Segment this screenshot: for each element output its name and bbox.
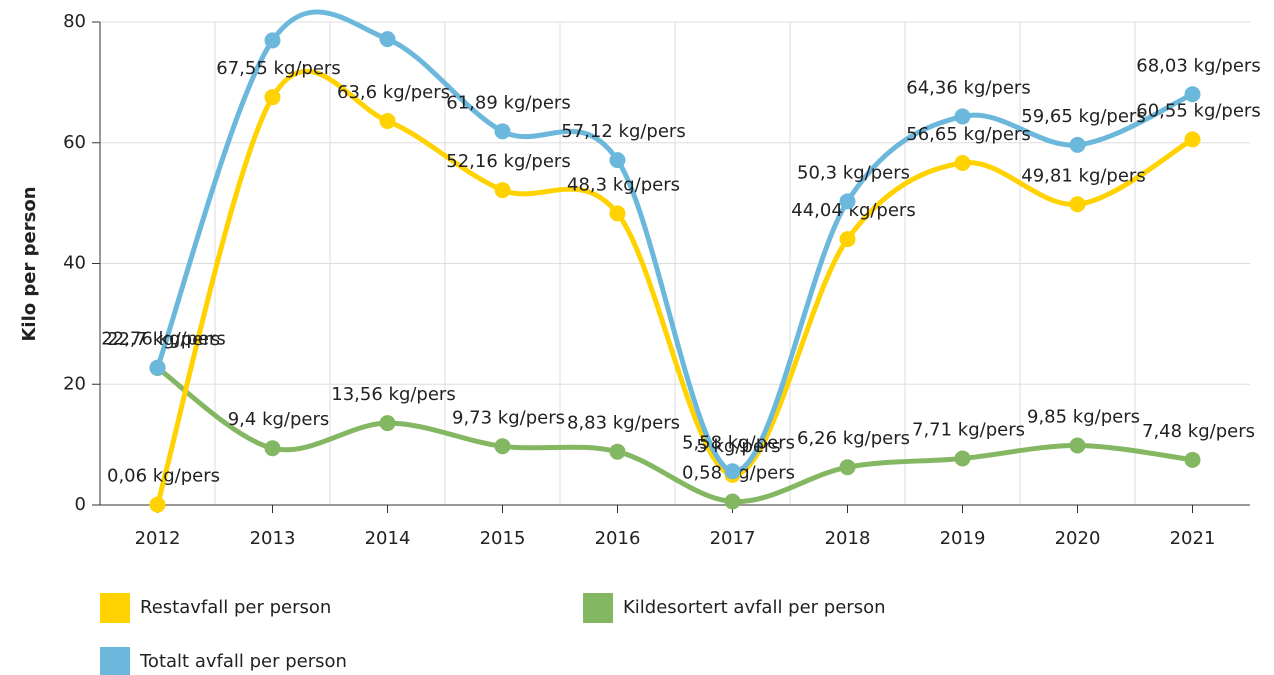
x-tick-label: 2012 [135, 528, 181, 549]
data-label: 61,89 kg/pers [446, 92, 570, 113]
legend-label: Restavfall per person [140, 597, 331, 618]
data-label: 7,48 kg/pers [1142, 421, 1255, 442]
legend-swatch [100, 593, 130, 623]
data-label: 5 kg/pers [696, 436, 780, 457]
data-label: 6,26 kg/pers [797, 428, 910, 449]
data-label: 7,71 kg/pers [912, 419, 1025, 440]
legend-label: Kildesortert avfall per person [623, 597, 886, 618]
data-label: 68,03 kg/pers [1136, 55, 1260, 76]
data-point [1184, 451, 1201, 468]
series-line [155, 68, 1194, 506]
y-axis-label: Kilo per person [19, 186, 40, 341]
data-point [149, 496, 166, 513]
data-point [839, 193, 856, 210]
legend-label: Totalt avfall per person [139, 651, 347, 672]
data-label: 59,65 kg/pers [1021, 106, 1145, 127]
data-point [1184, 86, 1201, 103]
data-label: 64,36 kg/pers [906, 77, 1030, 98]
legend-swatch [100, 647, 130, 675]
data-point [494, 182, 511, 199]
data-point [954, 450, 971, 467]
data-point [379, 415, 396, 432]
data-point [379, 31, 396, 48]
x-tick-label: 2013 [250, 528, 296, 549]
data-point [609, 443, 626, 460]
x-tick-label: 2016 [595, 528, 641, 549]
x-tick-label: 2017 [710, 528, 756, 549]
data-label: 57,12 kg/pers [561, 121, 685, 142]
data-point [1069, 196, 1086, 213]
y-tick-label: 20 [63, 373, 86, 394]
y-tick-label: 0 [75, 494, 86, 515]
y-tick-label: 60 [63, 132, 86, 153]
data-label: 9,85 kg/pers [1027, 407, 1140, 428]
data-label: 9,73 kg/pers [452, 407, 565, 428]
y-tick-label: 40 [63, 253, 86, 274]
y-tick-label: 80 [63, 11, 86, 32]
data-point [1184, 131, 1201, 148]
series-line [156, 365, 1193, 505]
data-point [264, 32, 281, 49]
data-label: 63,6 kg/pers [337, 82, 450, 103]
data-label: 22,7 kg/pers [107, 329, 220, 350]
data-label: 5,58 kg/pers [682, 432, 795, 453]
data-point [954, 154, 971, 171]
data-point [839, 459, 856, 476]
data-point [1069, 437, 1086, 454]
data-label: 9,4 kg/pers [228, 409, 330, 430]
data-label: 22,76 kg/pers [101, 329, 225, 350]
data-point [264, 89, 281, 106]
data-label: 44,04 kg/pers [791, 200, 915, 221]
data-point [724, 463, 741, 480]
data-point [1069, 136, 1086, 153]
data-point [954, 108, 971, 125]
data-label: 13,56 kg/pers [331, 384, 455, 405]
data-point [839, 231, 856, 248]
data-point [609, 152, 626, 169]
data-label: 50,3 kg/pers [797, 162, 910, 183]
data-point [609, 205, 626, 222]
x-tick-label: 2020 [1055, 528, 1101, 549]
data-point [494, 438, 511, 455]
data-label: 60,55 kg/pers [1136, 100, 1260, 121]
data-label: 67,55 kg/pers [216, 58, 340, 79]
data-label: 49,81 kg/pers [1021, 165, 1145, 186]
data-label: 0,06 kg/pers [107, 466, 220, 487]
data-point [149, 359, 166, 376]
data-point [494, 123, 511, 140]
x-tick-label: 2018 [825, 528, 871, 549]
x-tick-label: 2015 [480, 528, 526, 549]
data-point [264, 440, 281, 457]
data-point [724, 493, 741, 510]
x-tick-label: 2014 [365, 528, 411, 549]
series-line [155, 9, 1194, 474]
data-label: 8,83 kg/pers [567, 413, 680, 434]
legend-swatch [583, 593, 613, 623]
x-tick-label: 2019 [940, 528, 986, 549]
data-label: 48,3 kg/pers [567, 174, 680, 195]
x-tick-label: 2021 [1170, 528, 1216, 549]
data-label: 52,16 kg/pers [446, 151, 570, 172]
data-point [379, 113, 396, 130]
data-label: 56,65 kg/pers [906, 124, 1030, 145]
